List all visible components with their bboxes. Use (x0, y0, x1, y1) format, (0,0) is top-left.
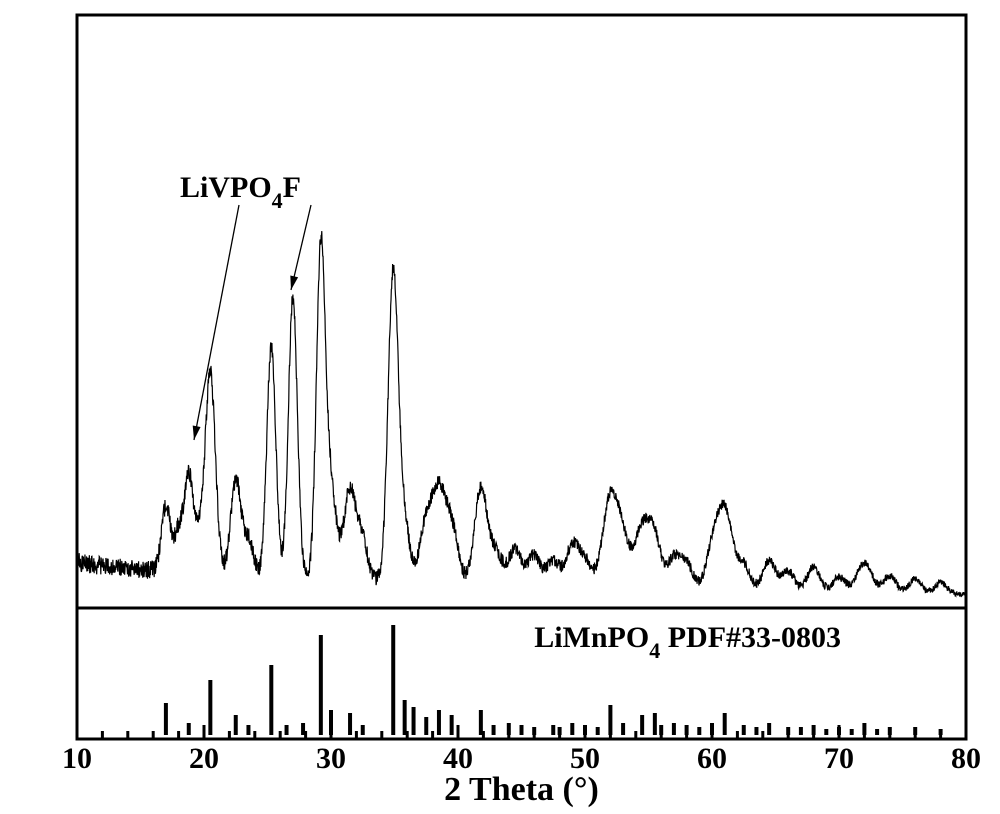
xrd-svg: 1020304050607080 2 Theta (°) LiVPO4F LiM… (0, 0, 1000, 814)
axis-tick-label: 30 (316, 742, 346, 775)
axis-tick-label: 40 (443, 742, 473, 775)
xrd-figure: 1020304050607080 2 Theta (°) LiVPO4F LiM… (0, 0, 1000, 814)
axis-tick-label: 70 (824, 742, 854, 775)
axis-label: 2 Theta (°) (444, 771, 599, 808)
plot-background (0, 0, 1000, 814)
axis-tick-label: 50 (570, 742, 600, 775)
axis-tick-label: 20 (189, 742, 219, 775)
axis-tick-label: 80 (951, 742, 981, 775)
axis-tick-label: 60 (697, 742, 727, 775)
axis-tick-label: 10 (62, 742, 92, 775)
